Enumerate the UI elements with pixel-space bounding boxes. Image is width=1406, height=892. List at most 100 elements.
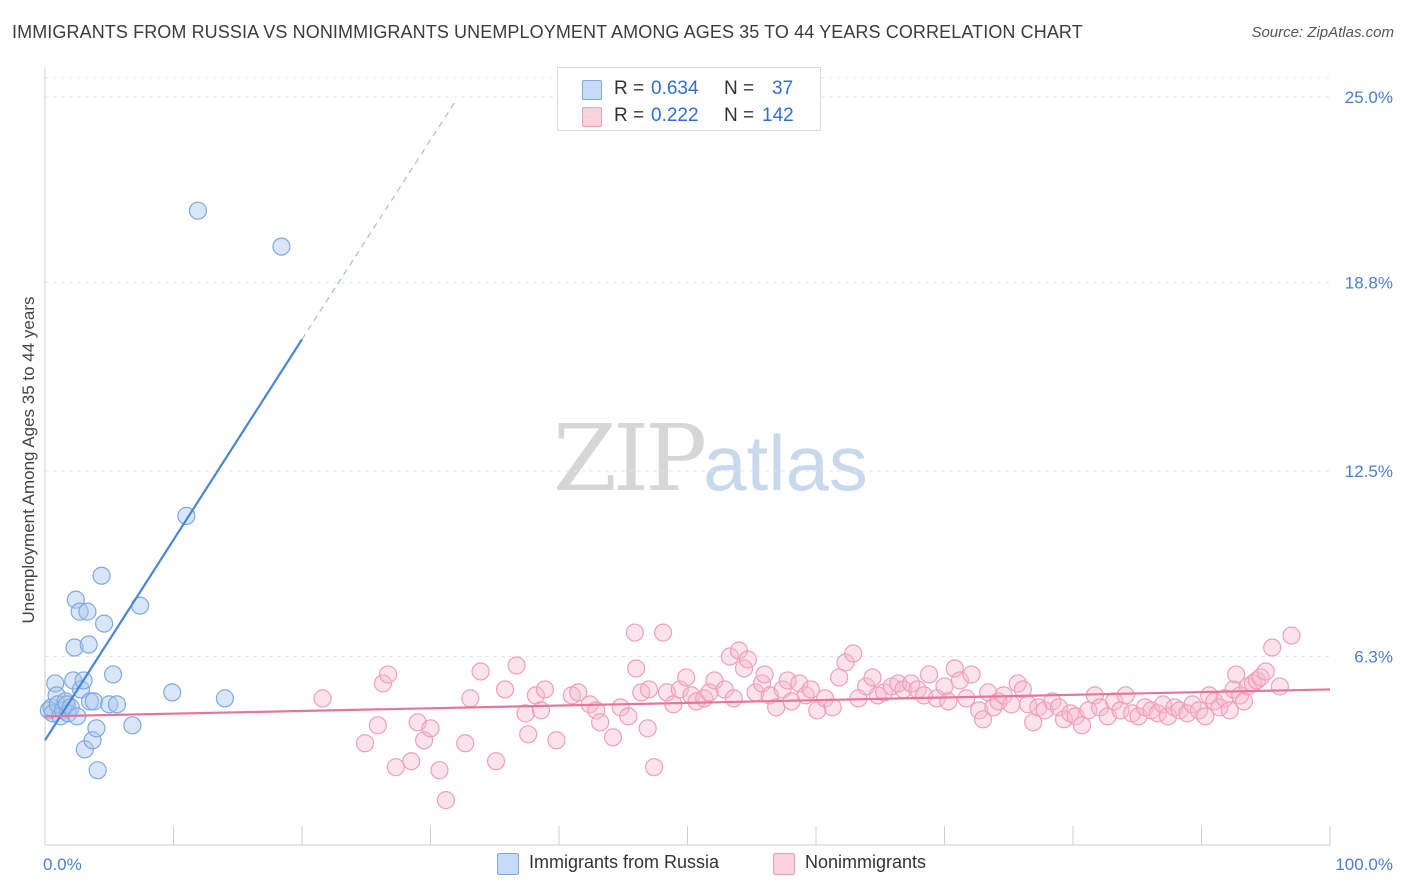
point-nonimmigrants (591, 713, 610, 732)
point-immigrants-from-russia (104, 665, 123, 684)
legend-row-russia: R = 0.634 N = 37 (558, 78, 820, 102)
point-nonimmigrants (1116, 686, 1135, 705)
point-nonimmigrants (1210, 698, 1229, 717)
legend-n-label: N = (724, 78, 755, 99)
point-nonimmigrants (767, 698, 786, 717)
watermark-zip: ZIP (553, 405, 707, 512)
legend-r-label: R = (614, 105, 645, 126)
legend-n-value: 142 (762, 105, 794, 126)
watermark: ZIPatlas (553, 405, 868, 512)
point-immigrants-from-russia (100, 695, 119, 714)
point-nonimmigrants (801, 680, 820, 699)
point-nonimmigrants (368, 716, 387, 735)
y-tick-label: 12.5% (1345, 462, 1393, 481)
bottom-legend-swatch-nonimmigrants (773, 853, 795, 875)
point-nonimmigrants (1153, 695, 1173, 714)
point-nonimmigrants (939, 692, 958, 711)
point-nonimmigrants (863, 668, 882, 687)
point-nonimmigrants (486, 752, 506, 771)
bottom-legend-label-russia: Immigrants from Russia (529, 852, 720, 872)
point-nonimmigrants (677, 668, 696, 687)
watermark-atlas: atlas (703, 419, 868, 507)
point-immigrants-from-russia (92, 566, 111, 585)
point-nonimmigrants (519, 725, 538, 744)
point-immigrants-from-russia (87, 719, 106, 738)
point-nonimmigrants (1256, 662, 1275, 681)
trendline-russia-extension (301, 99, 457, 340)
point-nonimmigrants (461, 689, 480, 708)
point-nonimmigrants (639, 680, 659, 699)
point-nonimmigrants (1061, 704, 1080, 723)
point-nonimmigrants (531, 701, 551, 720)
point-nonimmigrants (638, 719, 657, 738)
point-immigrants-from-russia (70, 602, 89, 621)
point-nonimmigrants (430, 761, 449, 780)
source-label: Source: ZipAtlas.com (1251, 24, 1394, 41)
point-nonimmigrants (1148, 704, 1167, 723)
point-nonimmigrants (1263, 638, 1282, 657)
point-immigrants-from-russia (84, 692, 103, 711)
point-nonimmigrants (535, 680, 554, 699)
legend-swatch-nonimmigrants (582, 107, 602, 127)
point-nonimmigrants (547, 731, 566, 750)
point-nonimmigrants (313, 689, 332, 708)
point-nonimmigrants (1196, 707, 1215, 726)
y-axis-label-wrap: Unemployment Among Ages 35 to 44 years (18, 270, 40, 650)
y-tick-label: 25.0% (1345, 88, 1393, 107)
point-nonimmigrants (844, 644, 863, 663)
legend-swatch-russia (582, 80, 602, 100)
point-nonimmigrants (625, 623, 644, 642)
point-nonimmigrants (1234, 692, 1254, 711)
x-tick-label-max: 100.0% (1335, 855, 1393, 874)
point-nonimmigrants (984, 698, 1003, 717)
legend-n-label: N = (724, 105, 755, 126)
point-immigrants-from-russia (65, 638, 84, 657)
point-nonimmigrants (738, 650, 757, 669)
point-nonimmigrants (378, 665, 398, 684)
point-immigrants-from-russia (107, 695, 127, 714)
point-nonimmigrants (1079, 701, 1098, 720)
point-nonimmigrants (1220, 701, 1239, 720)
point-nonimmigrants (386, 758, 405, 777)
point-nonimmigrants (823, 698, 842, 717)
point-nonimmigrants (587, 701, 606, 720)
point-nonimmigrants (1251, 668, 1270, 687)
point-nonimmigrants (471, 662, 490, 681)
chart-title: IMMIGRANTS FROM RUSSIA VS NONIMMIGRANTS … (12, 22, 1083, 42)
point-immigrants-from-russia (88, 761, 107, 780)
legend-r-value: 0.222 (651, 105, 699, 126)
point-nonimmigrants (734, 659, 754, 678)
point-immigrants-from-russia (83, 731, 102, 750)
point-nonimmigrants (1282, 626, 1301, 645)
point-immigrants-from-russia (79, 635, 98, 654)
point-nonimmigrants (705, 671, 724, 690)
point-nonimmigrants (1227, 665, 1246, 684)
point-immigrants-from-russia (163, 683, 182, 702)
point-nonimmigrants (507, 656, 526, 675)
point-immigrants-from-russia (80, 692, 100, 711)
point-nonimmigrants (421, 719, 440, 738)
point-nonimmigrants (1002, 695, 1021, 714)
point-nonimmigrants (919, 665, 939, 684)
point-nonimmigrants (889, 674, 908, 693)
point-immigrants-from-russia (123, 716, 142, 735)
point-nonimmigrants (970, 701, 989, 720)
point-nonimmigrants (436, 791, 456, 810)
point-immigrants-from-russia (66, 590, 85, 609)
point-immigrants-from-russia (188, 201, 208, 220)
point-nonimmigrants (626, 659, 646, 678)
point-nonimmigrants (962, 665, 981, 684)
point-nonimmigrants (644, 758, 664, 777)
point-nonimmigrants (1178, 704, 1197, 723)
x-tick-label-min: 0.0% (43, 855, 82, 874)
y-tick-label: 6.3% (1354, 648, 1393, 667)
point-nonimmigrants (720, 647, 740, 666)
bottom-legend-swatch-russia (497, 853, 519, 875)
point-nonimmigrants (950, 671, 970, 690)
point-nonimmigrants (830, 668, 849, 687)
point-nonimmigrants (1158, 707, 1178, 726)
point-nonimmigrants (1008, 674, 1027, 693)
point-nonimmigrants (402, 752, 421, 771)
point-nonimmigrants (1072, 716, 1092, 735)
